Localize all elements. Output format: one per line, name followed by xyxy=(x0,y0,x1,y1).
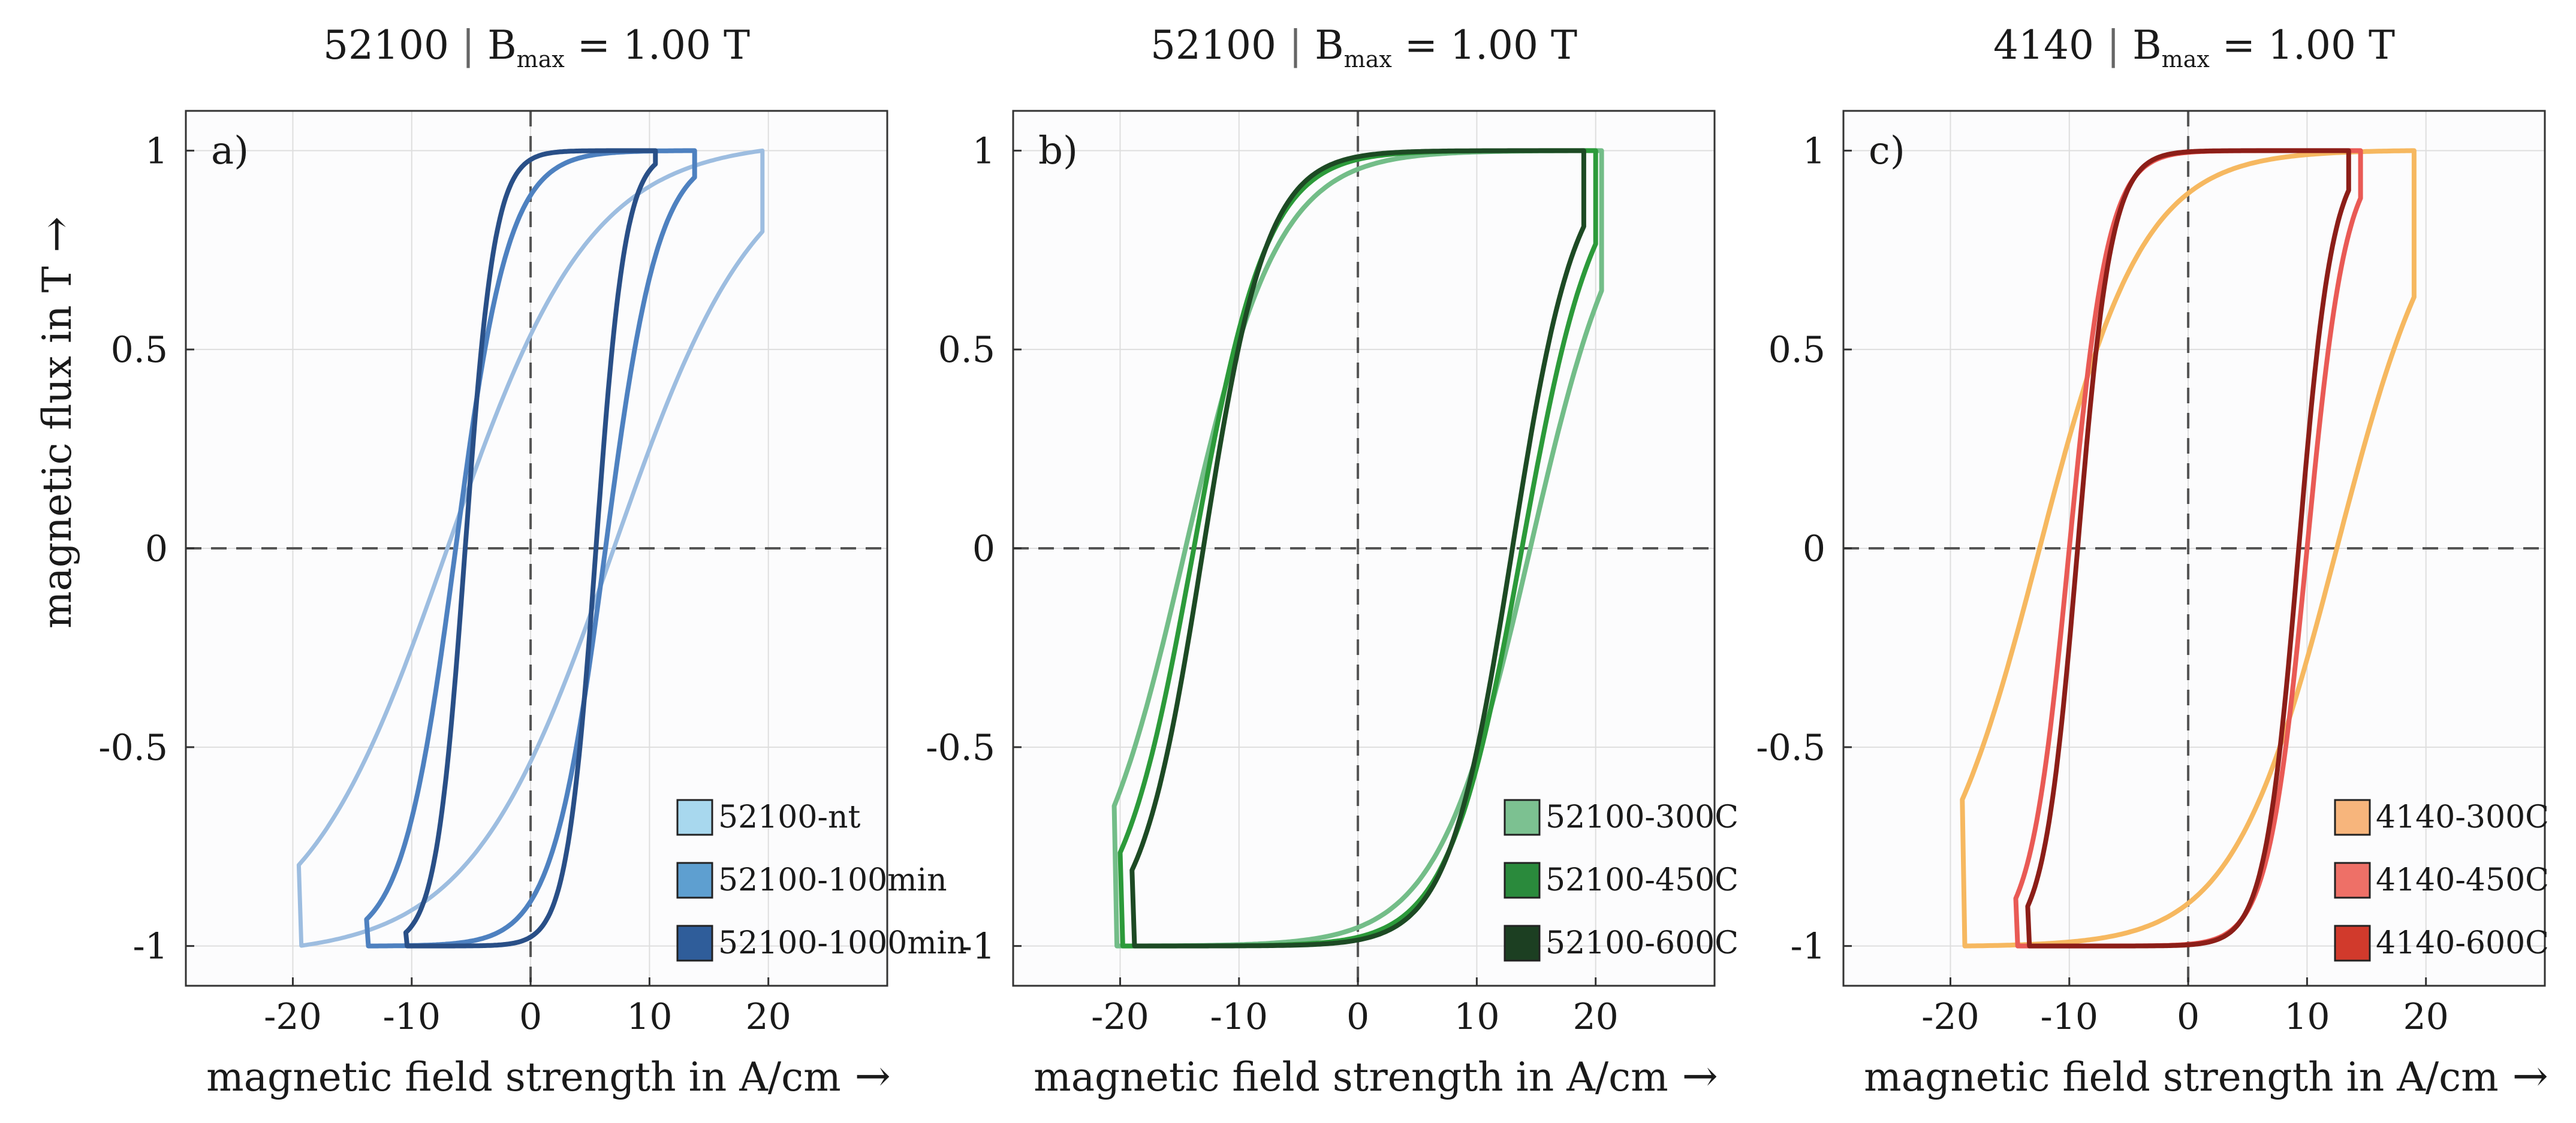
y-tick-label: 0 xyxy=(972,528,995,570)
y-axis-label-text: magnetic flux in T xyxy=(34,266,80,629)
panel-title: 52100 | Bmax = 1.00 T xyxy=(1150,22,1577,73)
panel-title: 4140 | Bmax = 1.00 T xyxy=(1993,22,2395,73)
y-tick-label: -0.5 xyxy=(1756,727,1825,769)
x-tick-label: 20 xyxy=(1573,996,1619,1038)
legend-label: 4140-300C xyxy=(2376,799,2549,835)
legend-label: 4140-600C xyxy=(2376,925,2549,961)
legend-label: 52100-nt xyxy=(718,799,860,835)
title-variable: B xyxy=(475,22,516,68)
title-suffix: = 1.00 T xyxy=(2210,22,2395,68)
legend-label: 52100-450C xyxy=(1545,862,1739,898)
x-axis-label-text: magnetic field strength in A/cm xyxy=(206,1054,841,1100)
title-separator: | xyxy=(462,22,475,68)
y-tick-label: 1 xyxy=(145,130,168,172)
x-axis-label: magnetic field strength in A/cm → xyxy=(1034,1050,1718,1101)
x-tick-label: 0 xyxy=(1346,996,1369,1038)
x-tick-label: -20 xyxy=(264,996,322,1038)
y-tick-label: -0.5 xyxy=(98,727,168,769)
title-separator: | xyxy=(1289,22,1302,68)
x-tick-label: 0 xyxy=(519,996,542,1038)
series-line-52100-600C xyxy=(1129,148,1586,949)
legend-swatch-52100-450C xyxy=(1504,862,1541,899)
legend-label: 52100-1000min xyxy=(718,925,967,961)
y-tick-label: 0.5 xyxy=(1768,329,1825,371)
title-subscript: max xyxy=(1344,46,1392,73)
series-line-52100-nt xyxy=(296,148,765,948)
legend-swatch-52100-100min xyxy=(676,862,713,899)
title-separator: | xyxy=(2107,22,2120,68)
x-tick-label: 20 xyxy=(2403,996,2449,1038)
x-tick-label: -20 xyxy=(1921,996,1980,1038)
x-tick-label: 0 xyxy=(2177,996,2200,1038)
chart-panel-a: -20 -10 0 10 20 -1 -0.5 0 0.5 1 a) 52100 | Bmax = 1… xyxy=(98,22,966,1101)
series-line-4140-600C xyxy=(2025,148,2351,949)
legend-swatch-52100-600C xyxy=(1504,925,1541,962)
y-axis-label: magnetic flux in T → xyxy=(31,216,81,629)
x-tick-label: -10 xyxy=(1210,996,1268,1038)
chart-panel-c: -20 -10 0 10 20 -1 -0.5 0 0.5 1 c) 4140 | Bmax = 1.… xyxy=(1756,22,2549,1101)
title-subscript: max xyxy=(2162,46,2210,73)
panel-label: c) xyxy=(1869,129,1905,173)
y-tick-label: -0.5 xyxy=(926,727,995,769)
y-tick-label: 1 xyxy=(1803,130,1825,172)
series-line-4140-300C xyxy=(1960,148,2417,949)
x-axis-arrow: → xyxy=(841,1050,891,1101)
x-tick-label: 20 xyxy=(746,996,791,1038)
y-tick-label: 0 xyxy=(1803,528,1825,570)
panel-label: a) xyxy=(211,129,249,173)
legend-label: 52100-600C xyxy=(1545,925,1739,961)
x-axis-label: magnetic field strength in A/cm → xyxy=(206,1050,891,1101)
title-variable: B xyxy=(2120,22,2161,68)
y-tick-label: 0 xyxy=(145,528,168,570)
legend-swatch-52100-1000min xyxy=(676,925,713,962)
x-tick-label: 10 xyxy=(2284,996,2330,1038)
legend-label: 4140-450C xyxy=(2376,862,2549,898)
y-tick-label: -1 xyxy=(960,926,995,968)
y-tick-label: 0.5 xyxy=(938,329,995,371)
panel-title: 52100 | Bmax = 1.00 T xyxy=(323,22,750,73)
x-tick-label: 10 xyxy=(1454,996,1499,1038)
x-tick-label: -20 xyxy=(1091,996,1149,1038)
y-axis-label-group: magnetic flux in T → xyxy=(31,216,81,629)
title-suffix: = 1.00 T xyxy=(1392,22,1577,68)
x-axis-arrow: → xyxy=(2499,1050,2548,1101)
chart-panel-b: -20 -10 0 10 20 -1 -0.5 0 0.5 1 b) 52100 | Bmax = 1… xyxy=(926,22,1739,1101)
x-axis-label-text: magnetic field strength in A/cm xyxy=(1034,1054,1668,1100)
x-axis-label: magnetic field strength in A/cm → xyxy=(1864,1050,2548,1101)
title-prefix: 52100 xyxy=(323,22,462,68)
title-variable: B xyxy=(1302,22,1343,68)
legend-swatch-4140-600C xyxy=(2334,925,2371,962)
y-tick-label: 0.5 xyxy=(111,329,168,371)
legend-swatch-52100-nt xyxy=(676,799,713,836)
title-suffix: = 1.00 T xyxy=(565,22,750,68)
x-axis-arrow: → xyxy=(1668,1050,1718,1101)
y-tick-label: -1 xyxy=(133,926,168,968)
y-axis-arrow: → xyxy=(31,216,81,266)
series-line-52100-1000min xyxy=(403,148,658,949)
legend-swatch-4140-450C xyxy=(2334,862,2371,899)
panel-label: b) xyxy=(1038,129,1078,173)
y-tick-label: 1 xyxy=(972,130,995,172)
legend-label: 52100-100min xyxy=(718,862,947,898)
y-tick-label: -1 xyxy=(1791,926,1825,968)
x-axis-label-text: magnetic field strength in A/cm xyxy=(1864,1054,2499,1100)
legend-label: 52100-300C xyxy=(1545,799,1739,835)
title-prefix: 4140 xyxy=(1993,22,2107,68)
title-subscript: max xyxy=(517,46,565,73)
legend-swatch-4140-300C xyxy=(2334,799,2371,836)
title-prefix: 52100 xyxy=(1150,22,1289,68)
x-tick-label: -10 xyxy=(2040,996,2098,1038)
x-tick-label: -10 xyxy=(382,996,441,1038)
x-tick-label: 10 xyxy=(626,996,672,1038)
legend-swatch-52100-300C xyxy=(1504,799,1541,836)
